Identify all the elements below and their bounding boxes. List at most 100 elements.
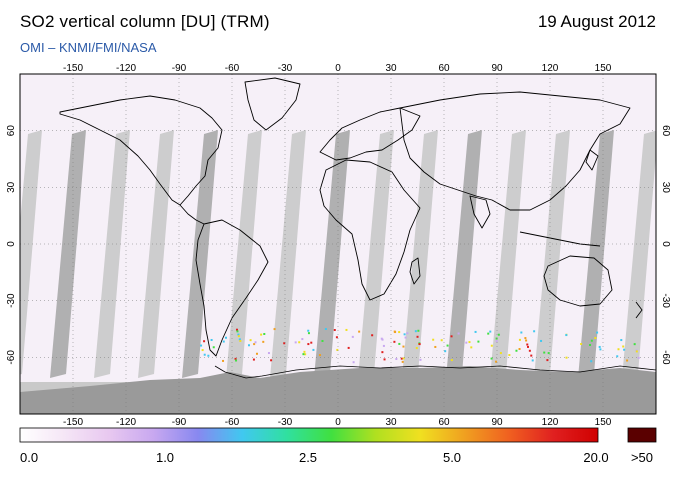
noise-pixel bbox=[304, 353, 307, 356]
map-date: 19 August 2012 bbox=[537, 12, 656, 31]
noise-pixel bbox=[543, 351, 546, 354]
noise-pixel bbox=[222, 340, 225, 343]
lon-tick-label: 60 bbox=[438, 417, 450, 428]
noise-pixel bbox=[434, 345, 437, 348]
noise-pixel bbox=[207, 354, 210, 357]
noise-pixel bbox=[333, 329, 336, 332]
noise-pixel bbox=[623, 348, 626, 351]
noise-pixel bbox=[497, 333, 500, 336]
colorbar-label-2: 2.5 bbox=[298, 450, 318, 465]
orbit-gap-swath bbox=[270, 130, 306, 378]
noise-pixel bbox=[490, 357, 493, 360]
lon-tick-label: 30 bbox=[385, 63, 397, 74]
noise-pixel bbox=[565, 356, 568, 359]
noise-pixel bbox=[224, 336, 227, 339]
lat-tick-label: -60 bbox=[660, 350, 671, 365]
noise-pixel bbox=[620, 339, 623, 342]
noise-pixel bbox=[210, 339, 213, 342]
noise-pixel bbox=[499, 352, 502, 355]
noise-pixel bbox=[393, 340, 396, 343]
noise-pixel bbox=[565, 334, 568, 337]
noise-pixel bbox=[239, 339, 242, 342]
orbit-gap-swath bbox=[20, 130, 42, 375]
noise-pixel bbox=[515, 349, 518, 352]
noise-pixel bbox=[347, 346, 350, 349]
lon-tick-label: -150 bbox=[63, 417, 83, 428]
greenland-coast bbox=[244, 77, 301, 131]
noise-pixel bbox=[417, 329, 420, 332]
lon-tick-label: -150 bbox=[63, 63, 83, 74]
colorbar-label-0: 0.0 bbox=[20, 450, 39, 465]
noise-pixel bbox=[530, 354, 533, 357]
lat-tick-label: 0 bbox=[6, 241, 17, 247]
noise-pixel bbox=[253, 343, 256, 346]
noise-pixel bbox=[351, 335, 354, 338]
noise-pixel bbox=[446, 344, 449, 347]
noise-pixel bbox=[301, 338, 304, 341]
noise-pixel bbox=[444, 350, 447, 353]
noise-pixel bbox=[273, 328, 276, 331]
india-coast bbox=[469, 195, 491, 229]
colorbar-label-4: 20.0 bbox=[583, 450, 609, 465]
noise-pixel bbox=[495, 340, 498, 343]
noise-pixel bbox=[249, 339, 252, 342]
map-frame bbox=[19, 73, 657, 415]
lon-tick-label: -60 bbox=[225, 417, 240, 428]
noise-pixel bbox=[528, 349, 531, 352]
noise-pixel bbox=[270, 359, 273, 362]
noise-pixel bbox=[540, 339, 543, 342]
noise-pixel bbox=[520, 331, 523, 334]
noise-pixel bbox=[590, 360, 593, 363]
noise-pixel bbox=[508, 354, 511, 357]
lat-tick-label: 60 bbox=[660, 125, 671, 137]
lon-tick-label: 150 bbox=[595, 417, 612, 428]
lat-tick-label: 0 bbox=[660, 241, 671, 247]
noise-pixel bbox=[336, 348, 339, 351]
noise-pixel bbox=[402, 357, 405, 360]
noise-pixel bbox=[267, 352, 270, 355]
lat-tick-label: -30 bbox=[660, 293, 671, 308]
lon-tick-label: 0 bbox=[335, 417, 341, 428]
noise-pixel bbox=[402, 345, 405, 348]
noise-pixel bbox=[200, 344, 203, 347]
noise-pixel bbox=[395, 358, 398, 361]
noise-pixel bbox=[419, 358, 422, 361]
lon-tick-label: 90 bbox=[491, 417, 503, 428]
noise-pixel bbox=[547, 352, 550, 355]
lon-ticks-bottom: -150 -120 -90 -60 -30 0 30 60 90 120 150 bbox=[63, 417, 612, 428]
noise-pixel bbox=[465, 341, 468, 344]
noise-pixel bbox=[335, 336, 338, 339]
noise-pixel bbox=[237, 333, 240, 336]
lon-tick-label: 150 bbox=[595, 63, 612, 74]
noise-pixel bbox=[526, 345, 529, 348]
orbit-gap-swath bbox=[182, 130, 218, 378]
lon-tick-label: 60 bbox=[438, 63, 450, 74]
noise-pixel bbox=[526, 343, 529, 346]
noise-pixel bbox=[302, 353, 305, 356]
orbit-gap-swath bbox=[578, 130, 614, 378]
noise-pixel bbox=[262, 340, 265, 343]
orbit-gap-swath bbox=[534, 130, 570, 378]
noise-pixel bbox=[398, 331, 401, 334]
noise-pixel bbox=[263, 333, 266, 336]
orbit-gap-swath bbox=[490, 130, 526, 378]
lon-tick-label: 30 bbox=[385, 417, 397, 428]
map-title: SO2 vertical column [DU] (TRM) bbox=[20, 12, 270, 31]
noise-pixel bbox=[203, 340, 206, 343]
noise-pixel bbox=[450, 335, 453, 338]
noise-pixel bbox=[235, 328, 238, 331]
colorbar-label-3: 5.0 bbox=[442, 450, 462, 465]
colorbar-label-1: 1.0 bbox=[155, 450, 175, 465]
so2-noise-pixels bbox=[200, 328, 640, 364]
australia-coast bbox=[543, 255, 613, 307]
orbit-gap-swath bbox=[446, 130, 482, 378]
noise-pixel bbox=[633, 343, 636, 346]
noise-pixel bbox=[495, 337, 498, 340]
noise-pixel bbox=[489, 330, 492, 333]
noise-pixel bbox=[401, 360, 404, 363]
noise-pixel bbox=[406, 332, 409, 335]
noise-pixel bbox=[260, 333, 263, 336]
noise-pixel bbox=[418, 343, 421, 346]
noise-pixel bbox=[474, 330, 477, 333]
noise-pixel bbox=[598, 345, 601, 348]
